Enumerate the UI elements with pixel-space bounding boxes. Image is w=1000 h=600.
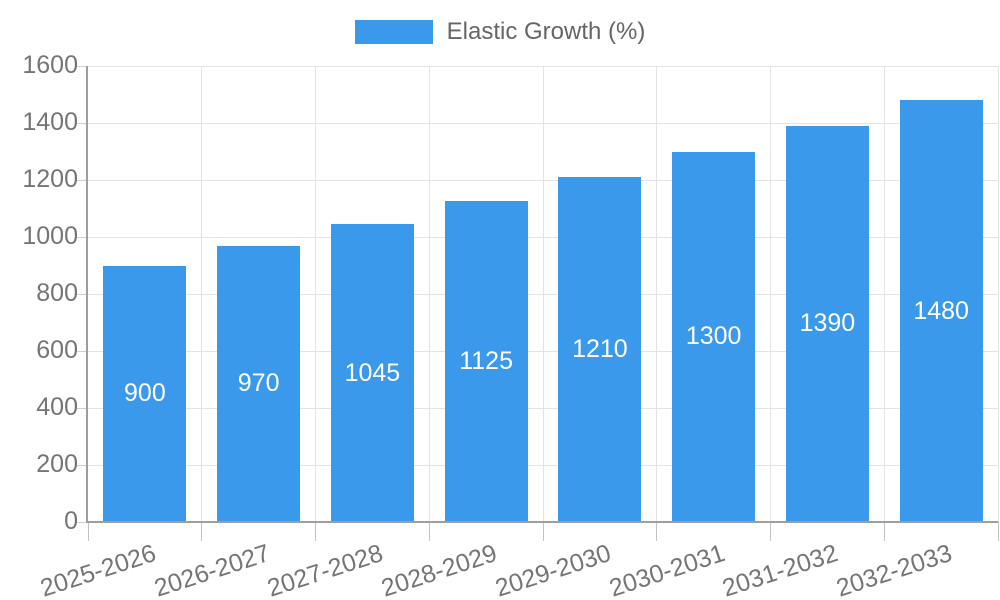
- y-tick-label: 400: [36, 393, 78, 421]
- y-tick-mark: [77, 179, 88, 181]
- x-tick-mark: [656, 522, 658, 541]
- x-grid-line: [201, 66, 203, 522]
- y-tick-mark: [77, 350, 88, 352]
- y-tick-label: 1400: [22, 108, 78, 136]
- y-tick-label: 200: [36, 450, 78, 478]
- x-grid-line: [997, 66, 999, 522]
- y-tick-label: 1200: [22, 165, 78, 193]
- x-grid-line: [542, 66, 544, 522]
- x-grid-line: [315, 66, 316, 522]
- bar-value-label: 1390: [799, 309, 856, 338]
- x-tick-mark: [997, 522, 999, 541]
- y-tick-label: 0: [64, 507, 78, 535]
- plot-area: 900 970 1045 1125 1210 1300 1390 1480: [77, 65, 999, 541]
- y-tick-mark: [77, 236, 88, 238]
- bar: 1390: [785, 125, 869, 522]
- y-axis-line: [86, 66, 88, 522]
- y-tick-label: 600: [36, 336, 78, 364]
- x-tick-mark: [428, 522, 430, 541]
- x-tick-mark: [883, 522, 885, 541]
- x-grid-line: [770, 66, 771, 522]
- y-tick-label: 1000: [22, 222, 78, 250]
- x-tick-mark: [542, 522, 544, 541]
- x-tick-mark: [201, 522, 203, 541]
- x-tick-mark: [770, 522, 771, 541]
- bar-value-label: 1210: [572, 335, 628, 364]
- y-tick-label: 1600: [22, 51, 78, 79]
- bar: 1045: [330, 224, 414, 522]
- bar-value-label: 1125: [459, 347, 513, 376]
- bar: 1210: [558, 177, 642, 522]
- bar: 1125: [444, 201, 528, 522]
- bar-value-label: 1045: [344, 358, 401, 387]
- y-tick-mark: [77, 407, 88, 409]
- bar-value-label: 1480: [913, 296, 969, 325]
- bar-value-label: 970: [237, 369, 280, 398]
- y-tick-mark: [77, 521, 88, 523]
- y-tick-label: 800: [36, 279, 78, 307]
- y-tick-mark: [77, 122, 88, 124]
- legend-swatch: [354, 20, 433, 44]
- x-grid-line: [656, 66, 658, 522]
- bar-value-label: 900: [124, 379, 166, 408]
- bar: 970: [217, 245, 301, 522]
- x-tick-mark: [87, 522, 89, 541]
- bar-value-label: 1300: [685, 322, 742, 351]
- x-axis-line: [86, 521, 998, 523]
- bar: 1300: [672, 151, 756, 522]
- bar: 1480: [899, 100, 983, 522]
- legend[interactable]: Elastic Growth (%): [0, 18, 1000, 46]
- y-tick-mark: [77, 464, 88, 466]
- y-tick-mark: [77, 65, 88, 67]
- y-tick-mark: [77, 293, 88, 295]
- x-grid-line: [883, 66, 885, 522]
- legend-label: Elastic Growth (%): [446, 18, 646, 45]
- x-grid-line: [428, 66, 430, 522]
- bar: 900: [103, 265, 187, 522]
- x-tick-mark: [315, 522, 316, 541]
